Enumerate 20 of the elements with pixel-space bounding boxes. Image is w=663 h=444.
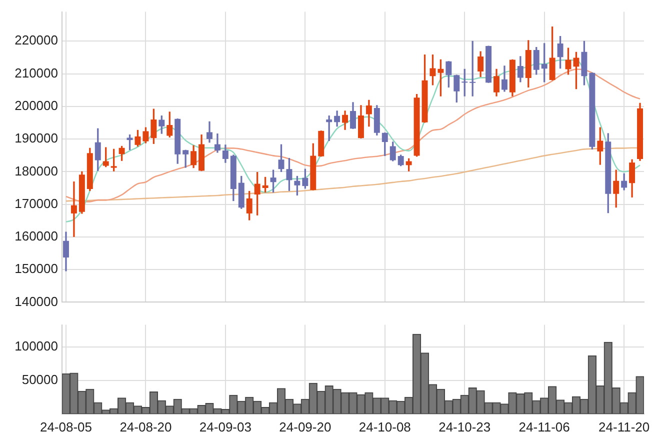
- y-tick-label: 200000: [14, 98, 58, 114]
- x-tick-label: 24-11-06: [518, 419, 570, 434]
- candlestick: [110, 148, 117, 172]
- x-tick-label: 24-09-20: [279, 419, 332, 434]
- x-tick-label: 24-08-05: [40, 419, 92, 434]
- x-tick-label: 24-08-20: [120, 419, 172, 434]
- y-tick-label: 100000: [14, 338, 58, 354]
- x-tick-label: 24-10-23: [438, 419, 491, 434]
- y-tick-label: 150000: [14, 261, 58, 276]
- y-tick-label: 190000: [14, 130, 58, 146]
- y-tick-label: 170000: [14, 196, 58, 211]
- y-tick-label: 50000: [22, 372, 58, 388]
- y-tick-label: 220000: [14, 32, 58, 48]
- x-tick-label: 24-11-20: [598, 419, 650, 434]
- y-tick-label: 160000: [14, 228, 58, 244]
- x-tick-label: 24-09-03: [199, 419, 252, 434]
- y-tick-label: 140000: [14, 294, 58, 309]
- y-tick-label: 210000: [14, 65, 58, 80]
- y-tick-label: 180000: [14, 163, 58, 178]
- x-tick-label: 24-10-08: [358, 419, 411, 434]
